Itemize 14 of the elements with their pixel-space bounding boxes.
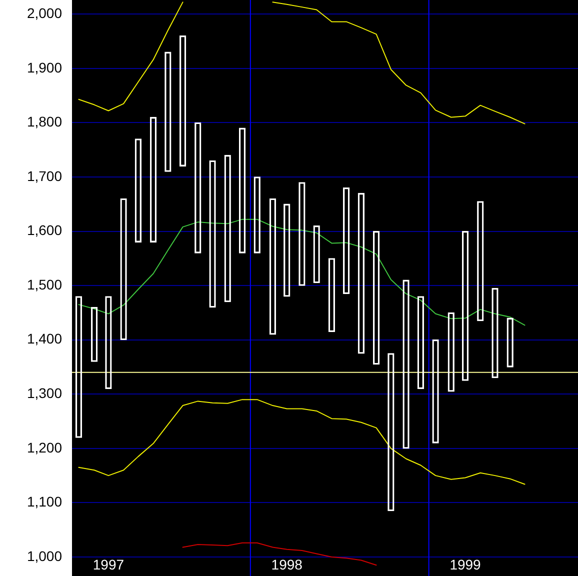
y-tick-label: 1,700 [26,168,62,184]
y-tick-label: 1,100 [26,494,62,510]
y-tick-label: 1,600 [26,222,62,238]
y-tick-label: 1,000 [26,548,62,564]
x-tick-label: 1999 [450,556,482,572]
y-tick-label: 1,800 [26,114,62,130]
y-tick-label: 1,200 [26,439,62,456]
x-tick-label: 1997 [92,556,124,572]
y-tick-label: 1,900 [26,59,62,76]
y-tick-label: 1,400 [26,330,62,347]
x-tick-label: 1998 [271,556,303,572]
y-tick-label: 1,300 [26,384,62,401]
y-tick-label: 2,000 [26,4,62,21]
y-tick-label: 1,500 [26,276,62,292]
